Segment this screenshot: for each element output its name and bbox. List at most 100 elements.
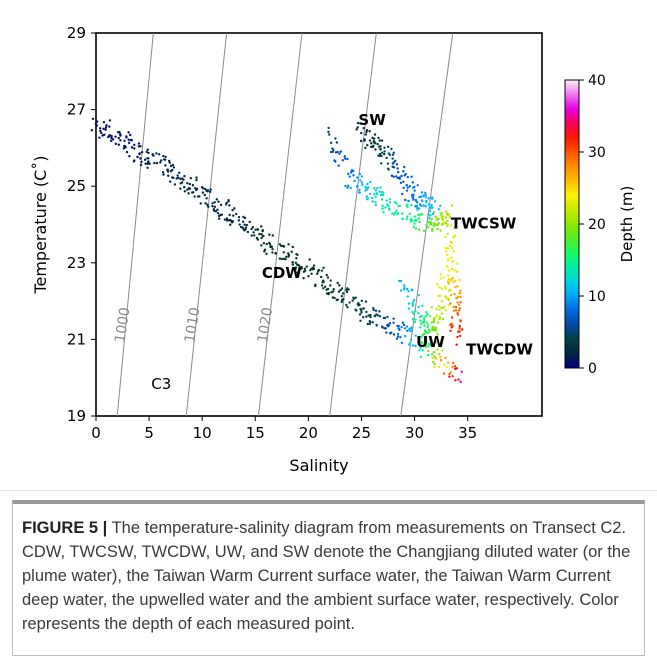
data-point [225,219,229,222]
data-point [338,152,341,155]
density-contour-line [116,32,154,417]
data-point [428,216,431,220]
data-point [228,213,231,217]
data-point [386,315,389,319]
data-point [444,216,448,219]
data-point [140,150,144,154]
data-point [437,217,440,221]
data-point [422,316,426,320]
density-contour-label: 1000 [112,306,133,344]
data-point [438,317,441,321]
data-point [407,302,411,305]
data-point [343,155,346,158]
data-point [428,209,432,213]
data-point [381,204,384,208]
data-point [374,195,377,198]
data-point [456,301,459,304]
data-point [242,228,245,231]
data-point [450,256,453,259]
data-point [293,269,296,272]
data-point [176,174,179,177]
data-point [427,349,430,353]
data-point [186,188,189,191]
data-point [346,186,349,189]
data-point [430,306,433,309]
data-point [433,354,436,358]
data-point [161,171,165,174]
data-point [446,253,449,257]
data-point [327,130,330,134]
data-point [346,184,350,188]
data-point [425,223,428,227]
data-point [433,362,436,366]
data-point [231,208,234,212]
data-point [425,200,428,204]
data-point [450,224,453,227]
data-point [374,201,377,204]
data-point [388,201,392,204]
data-point [449,370,453,374]
data-point [95,124,98,127]
data-point [406,186,409,189]
data-point [151,153,154,156]
data-point [441,349,444,352]
colorbar-tick-label: 10 [588,289,606,305]
data-point [258,232,261,236]
data-point [349,171,353,174]
data-point [291,261,294,264]
data-point [392,166,396,169]
data-point [423,324,426,327]
data-point [94,122,98,125]
data-point [403,327,407,330]
data-point [443,305,446,309]
data-point [433,326,436,329]
data-point [337,164,340,167]
data-point [203,187,207,191]
data-point [444,235,447,239]
data-point [356,126,359,129]
data-point [439,204,442,208]
data-point [322,280,325,284]
data-point [452,249,455,253]
data-point [294,266,298,269]
data-point [377,136,380,140]
data-point [155,152,158,155]
data-point [460,370,464,374]
data-point [187,192,190,195]
y-tick-label: 27 [67,101,86,119]
water-mass-label: SW [358,111,386,129]
data-point [300,265,303,269]
data-point [419,204,423,207]
data-point [378,139,382,142]
data-point [442,276,446,279]
data-point [133,147,136,150]
data-point [392,321,395,324]
data-point [401,321,405,324]
data-point [421,199,424,203]
water-mass-label: TWCDW [466,341,533,359]
data-point [432,344,435,347]
data-point [237,219,241,222]
data-point [432,360,435,364]
data-point [439,214,443,217]
data-point [417,305,420,309]
data-point [390,147,393,151]
data-point [435,357,438,360]
data-point [373,187,376,190]
data-point [296,253,299,256]
data-point [454,309,458,312]
data-point [147,151,150,155]
data-point [414,310,417,313]
data-point [419,335,423,339]
data-point [104,128,107,131]
data-point [410,326,413,330]
data-point [439,277,443,280]
data-point [427,345,430,348]
data-point [449,329,452,333]
data-point [451,260,455,263]
data-point [356,176,359,179]
data-point [446,213,450,217]
data-point [417,217,421,220]
data-point [425,321,428,324]
data-point [130,139,134,142]
